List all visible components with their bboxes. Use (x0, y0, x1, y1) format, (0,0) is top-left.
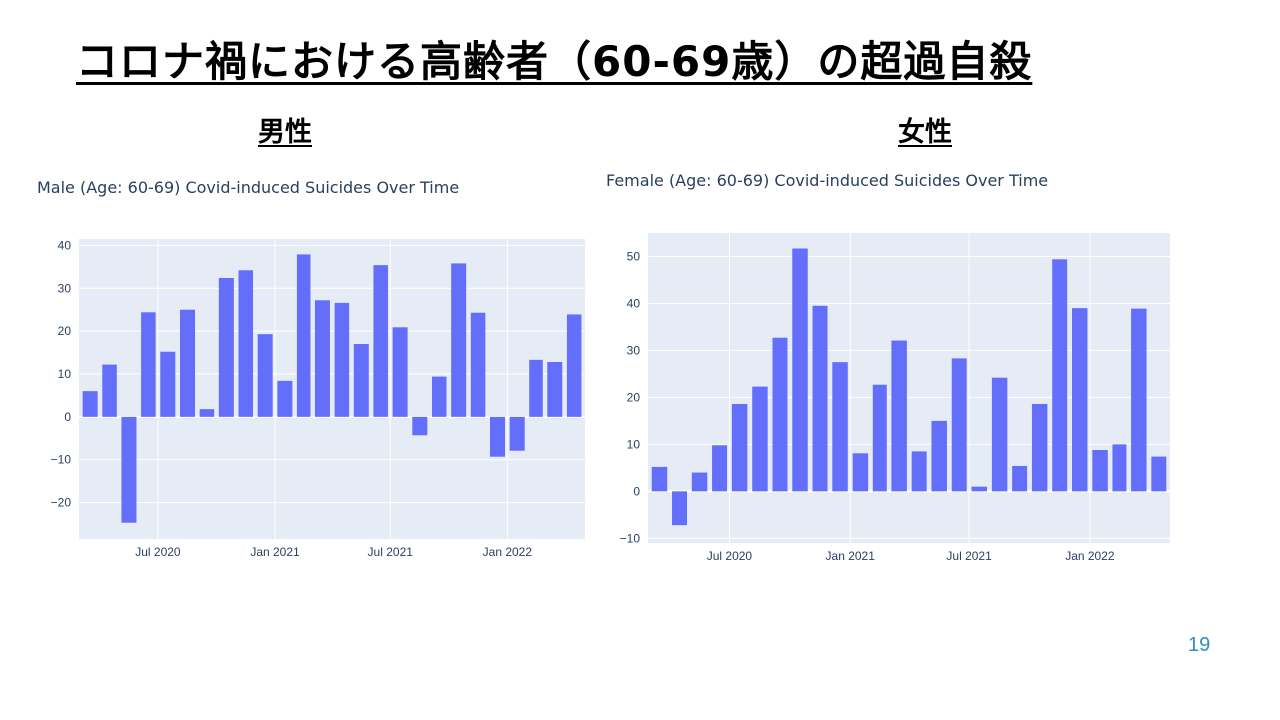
male-ytick-label: 20 (58, 324, 72, 338)
male-bar (277, 380, 293, 417)
male-bar (314, 300, 330, 417)
male-bar (141, 312, 156, 417)
male-chart-title: Male (Age: 60-69) Covid-induced Suicides… (37, 178, 460, 197)
female-bar (1071, 308, 1088, 492)
male-bar (431, 376, 447, 417)
male-ytick-label: 10 (58, 367, 72, 381)
male-bar (529, 359, 543, 417)
female-ytick-label: 20 (627, 390, 641, 404)
female-xtick-label: Jan 2021 (826, 549, 876, 563)
female-bar (1112, 444, 1127, 492)
male-bar (489, 416, 505, 457)
female-bar (672, 491, 688, 526)
female-bar (832, 362, 848, 492)
female-ytick-label: 50 (627, 249, 641, 263)
male-bar (102, 364, 117, 417)
male-bar (412, 416, 428, 436)
male-ytick-label: 40 (58, 238, 72, 252)
female-bar (971, 486, 987, 492)
female-bar (752, 386, 768, 492)
slide-title: コロナ禍における高齢者（60-69歳）の超過自殺 (76, 37, 1033, 86)
female-bar (1052, 259, 1068, 492)
female-heading: 女性 (898, 117, 952, 148)
male-ytick-label: 30 (58, 281, 72, 295)
male-bar (392, 327, 408, 417)
female-bar (891, 340, 907, 492)
female-bar (911, 451, 927, 492)
female-bar (651, 466, 668, 492)
male-xtick-label: Jul 2021 (368, 545, 414, 559)
female-bar (1151, 456, 1167, 492)
female-ytick-label: 30 (627, 343, 641, 357)
female-ytick-label: 0 (633, 484, 640, 498)
female-bar (812, 305, 828, 492)
female-bar (951, 358, 967, 492)
female-bar (931, 420, 947, 492)
male-bar (451, 263, 467, 417)
female-xtick-label: Jul 2020 (707, 549, 753, 563)
female-bar (1012, 465, 1028, 492)
male-bar (353, 344, 369, 417)
female-ytick-label: −10 (620, 531, 641, 545)
male-ytick-label: 0 (64, 410, 71, 424)
male-bar (373, 265, 388, 417)
male-xtick-label: Jan 2021 (250, 545, 300, 559)
female-ytick-label: 40 (627, 296, 641, 310)
female-chart-title: Female (Age: 60-69) Covid-induced Suicid… (606, 171, 1049, 190)
male-bar (566, 314, 582, 417)
female-bar (872, 384, 887, 492)
female-bar (772, 337, 788, 492)
male-bar (257, 334, 273, 417)
female-bar (731, 403, 748, 492)
female-bar (991, 377, 1008, 492)
female-bar (712, 445, 728, 492)
male-bar (238, 270, 254, 417)
female-bar (852, 453, 869, 492)
female-ytick-label: 10 (627, 437, 641, 451)
female-xtick-label: Jul 2021 (946, 549, 992, 563)
male-bar (218, 278, 234, 417)
male-bar (547, 362, 563, 417)
male-xtick-label: Jan 2022 (483, 545, 533, 559)
female-bar (691, 472, 708, 492)
male-bar (509, 416, 525, 451)
female-xtick-label: Jan 2022 (1065, 549, 1115, 563)
male-heading: 男性 (258, 117, 312, 148)
male-bar (296, 254, 311, 417)
page-number: 19 (1188, 634, 1211, 656)
female-plot-area (648, 233, 1170, 543)
male-bar (121, 416, 137, 523)
male-bar (470, 312, 486, 417)
male-bar (199, 409, 215, 417)
male-bar (334, 302, 350, 417)
male-ytick-label: −20 (51, 496, 72, 510)
male-bar (82, 391, 98, 417)
male-xtick-label: Jul 2020 (135, 545, 181, 559)
female-bar (1131, 308, 1147, 492)
male-ytick-label: −10 (51, 453, 72, 467)
female-bar (1092, 450, 1108, 492)
female-bar (792, 248, 808, 492)
male-bar (160, 351, 176, 417)
female-bar (1031, 403, 1048, 492)
male-bar (180, 309, 196, 417)
